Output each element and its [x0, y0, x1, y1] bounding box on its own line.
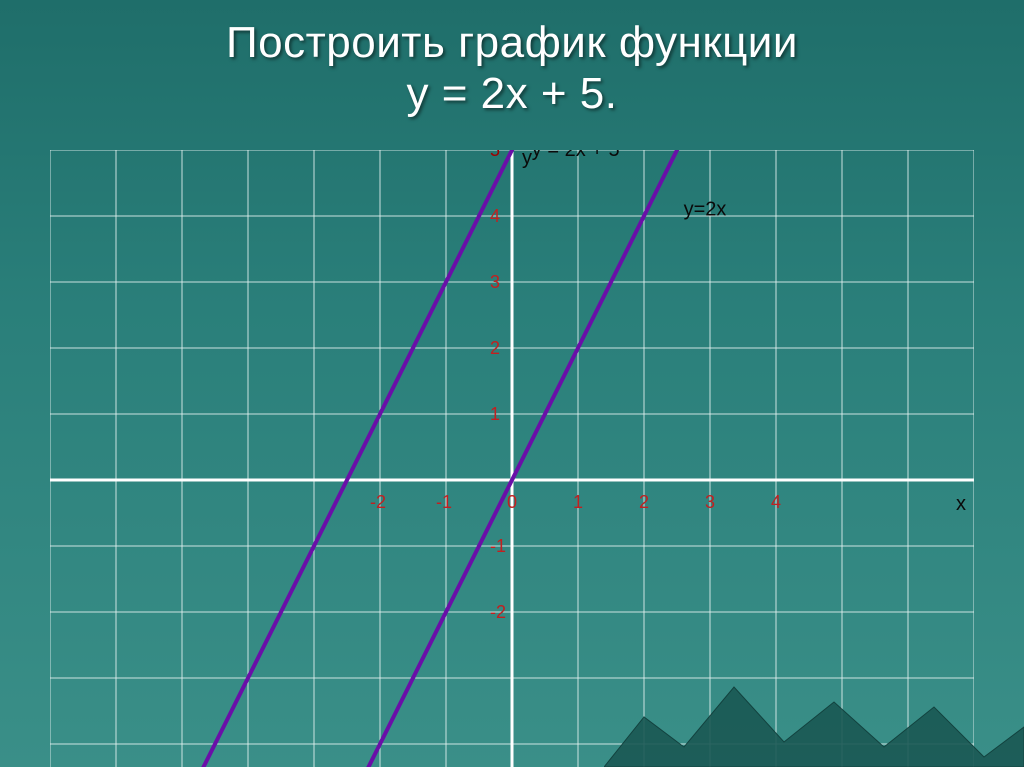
x-tick-label: 0	[507, 492, 517, 512]
x-tick-label: -1	[436, 492, 452, 512]
x-tick-label: 3	[705, 492, 715, 512]
y-axis-label: y	[522, 150, 532, 169]
function-line	[334, 150, 710, 767]
x-tick-label: 2	[639, 492, 649, 512]
function-line-label: y=2x	[684, 198, 727, 220]
slide: Построить график функции y = 2x + 5. y x -…	[0, 0, 1024, 767]
function-line-label: y = 2x + 5	[532, 150, 620, 161]
chart: y x -2 -1 0 1 2 3 4 5 4 3 2 1 -1 -2 y = 2x + 5 y=2x	[50, 150, 974, 750]
x-tick-label: 4	[771, 492, 781, 512]
y-tick-label: -1	[490, 536, 506, 556]
y-tick-label: 3	[490, 272, 500, 292]
y-tick-label: 1	[490, 404, 500, 424]
x-axis-label: x	[956, 493, 966, 515]
title-line-1: Построить график функции	[226, 18, 798, 67]
y-tick-label: 5	[490, 150, 500, 160]
chart-svg: y x -2 -1 0 1 2 3 4 5 4 3 2 1 -1 -2 y = 2x + 5 y=2x	[50, 150, 974, 767]
function-line	[169, 150, 545, 767]
y-tick-label: -2	[490, 602, 506, 622]
y-tick-label: 2	[490, 338, 500, 358]
y-tick-label: 4	[490, 206, 500, 226]
axes	[50, 150, 974, 767]
x-tick-label: -2	[370, 492, 386, 512]
slide-title: Построить график функции y = 2x + 5.	[0, 0, 1024, 119]
title-line-2: y = 2x + 5.	[407, 69, 618, 118]
x-tick-label: 1	[573, 492, 583, 512]
